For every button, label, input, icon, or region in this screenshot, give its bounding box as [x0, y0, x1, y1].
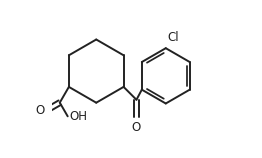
Text: OH: OH	[70, 110, 88, 123]
Text: O: O	[132, 121, 141, 134]
Text: Cl: Cl	[167, 31, 179, 44]
Text: O: O	[35, 104, 44, 117]
